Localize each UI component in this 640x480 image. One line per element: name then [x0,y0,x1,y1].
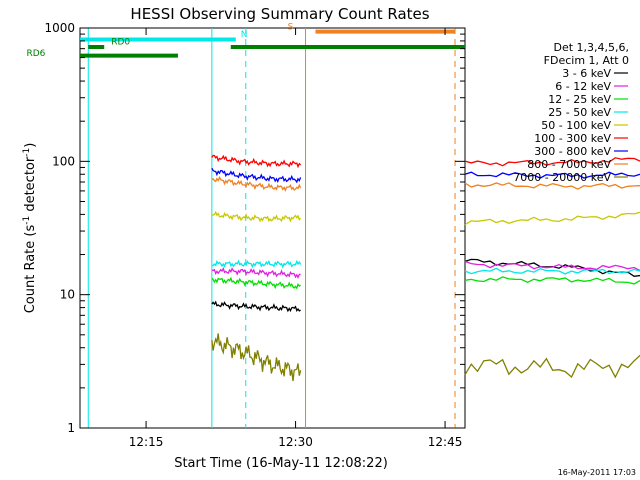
series-line [464,267,640,275]
series-line [464,171,640,179]
axes: 12:15 12:30 12:45 1 10 100 1000 [44,21,465,449]
legend: Det 1,3,4,5,6,FDecim 1, Att 03 - 6 keV6 … [513,41,629,184]
y-tick-label: 100 [52,154,75,168]
series-lines [211,154,640,382]
series-line [211,175,302,192]
chart-title: HESSI Observing Summary Count Rates [130,5,429,23]
legend-label: 3 - 6 keV [562,67,611,80]
y-axis-label: Count Rate (s-1 detector-1) [22,143,38,314]
plot-frame [79,27,466,429]
status-flags: S N RD0 RD6 [26,22,465,59]
x-tick-label: 12:15 [129,435,164,449]
series-line [464,354,640,379]
y-tick-label: 1 [67,421,75,435]
legend-label: 800 - 7000 keV [527,158,611,171]
series-line [211,210,302,223]
legend-header: FDecim 1, Att 0 [544,54,629,67]
legend-label: 100 - 300 keV [534,132,611,145]
series-line [211,266,301,279]
flag-label: RD6 [26,49,45,59]
y-tick-label: 1000 [44,21,75,35]
series-line [464,182,640,190]
series-line [211,276,301,290]
legend-label: 25 - 50 keV [548,106,611,119]
vertical-markers [87,28,456,428]
x-tick-label: 12:30 [278,435,313,449]
legend-label: 12 - 25 keV [548,93,611,106]
flag-label: S [288,22,294,32]
series-line [211,300,301,313]
series-line [464,258,640,277]
series-line [464,157,640,167]
series-line [464,276,640,285]
legend-header: Det 1,3,4,5,6, [553,41,629,54]
flag-label: N [241,30,248,40]
x-axis-label: Start Time (16-May-11 12:08:22) [174,456,388,471]
y-tick-label: 10 [60,288,75,302]
series-line [464,211,640,226]
series-line [211,259,302,269]
x-tick-label: 12:45 [428,435,463,449]
series-line [211,333,302,382]
series-line [464,260,640,272]
timestamp: 16-May-2011 17:03 [558,468,636,477]
legend-label: 50 - 100 keV [541,119,611,132]
series-line [211,167,302,184]
flag-label: RD0 [111,38,130,48]
legend-label: 300 - 800 keV [534,145,611,158]
series-line [211,154,302,169]
legend-label: 6 - 12 keV [555,80,611,93]
legend-label: 7000 - 20000 keV [513,171,611,184]
